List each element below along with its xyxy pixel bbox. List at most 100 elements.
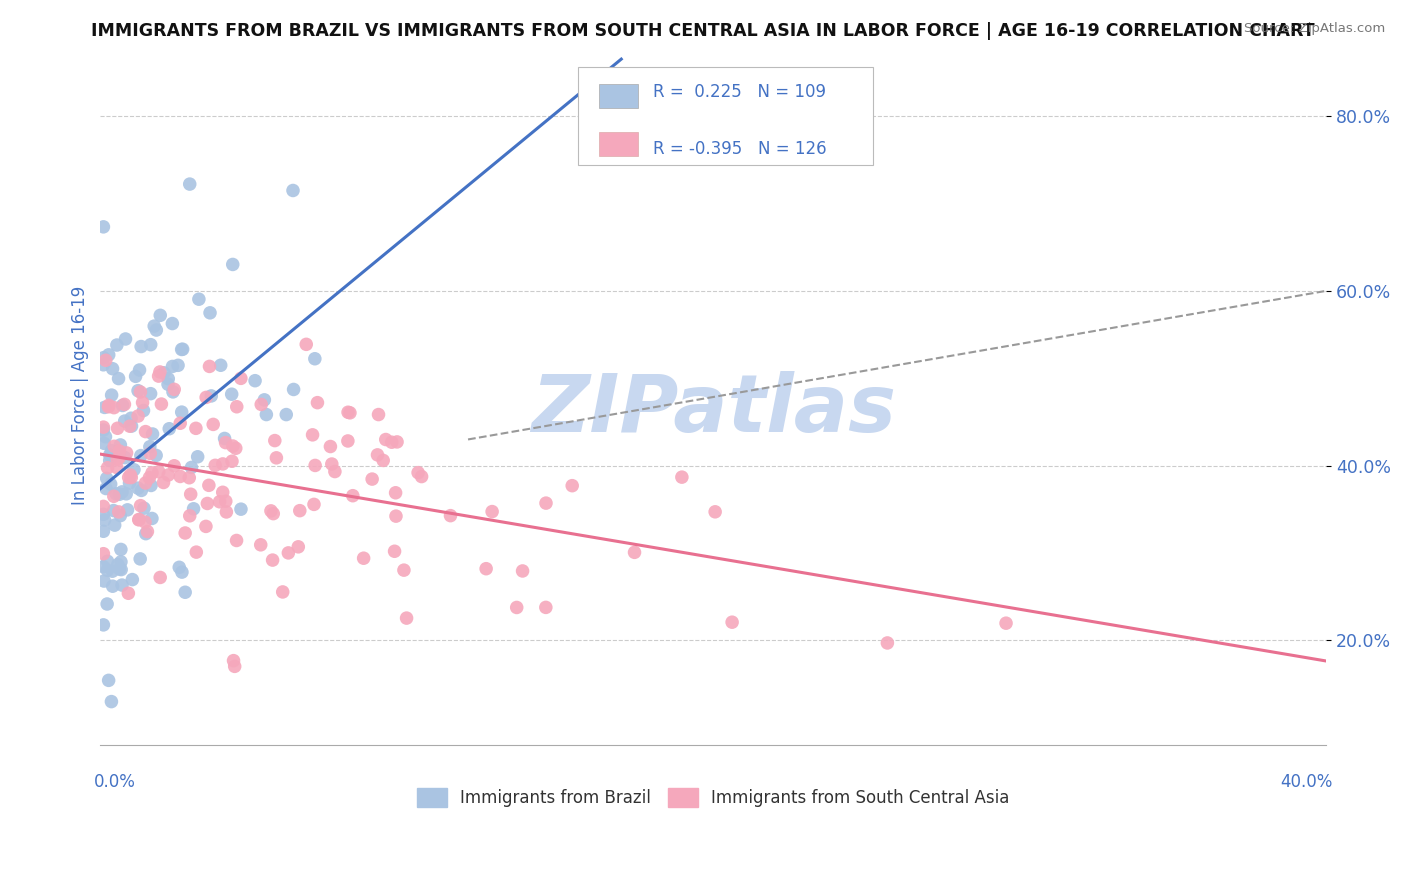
Point xyxy=(145,449,167,463)
Point xyxy=(104,518,127,533)
Point xyxy=(107,371,129,385)
Point xyxy=(97,348,120,362)
Point xyxy=(623,545,645,559)
Point xyxy=(384,544,406,558)
Point xyxy=(439,508,461,523)
Point xyxy=(108,450,131,465)
Point xyxy=(395,611,418,625)
Point xyxy=(127,409,149,423)
Point xyxy=(141,466,163,480)
Point xyxy=(120,411,142,425)
Point xyxy=(243,374,266,388)
Point xyxy=(481,505,503,519)
Point xyxy=(121,419,143,434)
Point xyxy=(170,565,193,579)
Point xyxy=(215,505,238,519)
Point xyxy=(139,478,162,492)
Point xyxy=(179,471,201,485)
Point xyxy=(132,501,155,516)
Point xyxy=(170,405,193,419)
Point xyxy=(101,564,124,578)
Point xyxy=(304,351,326,366)
Point xyxy=(107,505,129,519)
FancyBboxPatch shape xyxy=(599,84,638,108)
Point xyxy=(110,438,132,452)
Point xyxy=(211,457,233,471)
Point xyxy=(361,472,384,486)
Point xyxy=(288,503,311,517)
Point xyxy=(128,512,150,526)
Point xyxy=(671,470,693,484)
Point xyxy=(107,558,129,572)
Point xyxy=(253,392,276,407)
Point xyxy=(172,343,194,357)
Point xyxy=(93,508,115,522)
Point xyxy=(120,467,142,482)
Point xyxy=(139,337,162,351)
Point xyxy=(98,448,121,462)
Point xyxy=(180,487,202,501)
Point xyxy=(103,401,125,415)
Point xyxy=(162,317,184,331)
Point xyxy=(108,487,131,501)
Point xyxy=(198,478,221,492)
Legend: Immigrants from Brazil, Immigrants from South Central Asia: Immigrants from Brazil, Immigrants from … xyxy=(418,788,1010,807)
Point xyxy=(271,585,294,599)
Point xyxy=(96,563,118,577)
Point xyxy=(254,408,277,422)
Text: ZIPatlas: ZIPatlas xyxy=(530,371,896,449)
Text: 40.0%: 40.0% xyxy=(1279,773,1331,791)
Point xyxy=(149,365,172,379)
FancyBboxPatch shape xyxy=(578,67,873,165)
Point xyxy=(170,343,193,357)
Point xyxy=(129,449,152,463)
Point xyxy=(93,420,115,434)
Point xyxy=(204,458,226,473)
Point xyxy=(225,400,247,414)
FancyBboxPatch shape xyxy=(599,132,638,156)
Point xyxy=(475,562,498,576)
Point xyxy=(224,659,246,673)
Point xyxy=(384,485,406,500)
Point xyxy=(148,369,170,384)
Point xyxy=(98,453,121,467)
Point xyxy=(139,440,162,454)
Point xyxy=(145,323,167,337)
Point xyxy=(184,421,207,435)
Point xyxy=(287,540,309,554)
Point xyxy=(97,400,120,414)
Point xyxy=(149,570,172,584)
Point xyxy=(93,436,115,450)
Point xyxy=(94,353,117,368)
Point xyxy=(167,560,190,574)
Point xyxy=(127,481,149,495)
Point xyxy=(114,332,136,346)
Point xyxy=(366,448,388,462)
Point xyxy=(162,359,184,374)
Point xyxy=(96,471,118,485)
Point xyxy=(110,508,132,523)
Point xyxy=(506,600,529,615)
Point xyxy=(121,573,143,587)
Point xyxy=(103,503,125,517)
Point xyxy=(174,585,197,599)
Point xyxy=(221,454,243,468)
Point xyxy=(103,439,125,453)
Point xyxy=(93,358,115,372)
Point xyxy=(169,416,191,430)
Point xyxy=(101,579,124,593)
Point xyxy=(561,478,583,492)
Point xyxy=(198,306,221,320)
Point xyxy=(100,695,122,709)
Point xyxy=(139,446,162,460)
Point xyxy=(208,495,231,509)
Point xyxy=(174,526,197,541)
Point xyxy=(153,366,176,380)
Point xyxy=(110,563,132,577)
Point xyxy=(876,636,898,650)
Point xyxy=(209,358,232,372)
Point xyxy=(195,391,218,405)
Point xyxy=(229,371,252,385)
Point xyxy=(339,406,361,420)
Point xyxy=(93,401,115,415)
